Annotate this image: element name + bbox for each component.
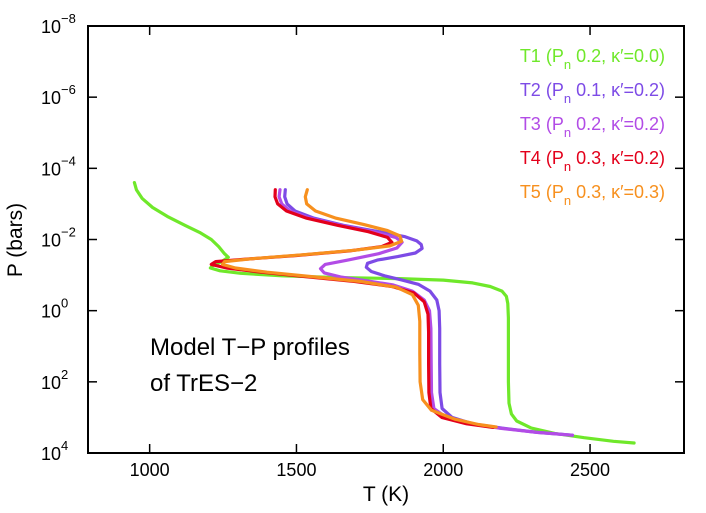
legend: T1 (Pn 0.2, κ′=0.0) T2 (Pn 0.1, κ′=0.2) T3… <box>520 46 665 208</box>
y-tick-label: 10 0 <box>41 296 68 322</box>
legend-entry-t4: T4 (Pn 0.3, κ′=0.2) <box>520 148 665 174</box>
y-tick-label-exponent: 2 <box>61 367 68 382</box>
x-tick-labels: 1000 1500 2000 2500 <box>130 460 610 480</box>
x-axis-label: T (K) <box>363 483 409 506</box>
y-tick-label-exponent: 0 <box>61 296 68 311</box>
y-axis-label: P (bars) <box>4 203 27 277</box>
annotation: Model T−P profiles of TrES−2 <box>150 334 350 397</box>
y-tick-label-exponent: −4 <box>61 153 76 168</box>
y-tick-label-exponent: −8 <box>61 11 76 26</box>
plot-frame <box>87 25 685 454</box>
x-tick-label: 2500 <box>570 460 610 480</box>
legend-entry-t1: T1 (Pn 0.2, κ′=0.0) <box>520 46 665 72</box>
series-line-t1 <box>132 181 636 445</box>
y-tick-label: 10 −2 <box>41 225 76 251</box>
y-tick-label-base: 10 <box>41 159 61 179</box>
y-tick-label-exponent: 4 <box>61 438 68 453</box>
y-tick-label-base: 10 <box>41 444 61 464</box>
y-tick-label: 10 4 <box>41 438 68 464</box>
y-tick-label-base: 10 <box>41 231 61 251</box>
y-tick-label: 10 −4 <box>41 153 76 179</box>
tick-layer <box>88 25 684 454</box>
y-tick-label: 10 −6 <box>41 82 76 108</box>
series-layer <box>132 181 636 445</box>
y-tick-label-base: 10 <box>41 302 61 322</box>
x-tick-label: 1000 <box>130 460 170 480</box>
y-tick-label-exponent: −6 <box>61 82 76 97</box>
annotation-line-2: of TrES−2 <box>150 370 257 397</box>
series-line-t4 <box>209 188 495 429</box>
legend-entry-t2: T2 (Pn 0.1, κ′=0.2) <box>520 80 665 106</box>
y-tick-label-base: 10 <box>41 373 61 393</box>
x-tick-label: 2000 <box>423 460 463 480</box>
series-line-t5 <box>220 188 498 429</box>
y-tick-label-base: 10 <box>41 17 61 37</box>
legend-entry-t5: T5 (Pn 0.3, κ′=0.3) <box>520 182 665 208</box>
legend-entry-t3: T3 (Pn 0.2, κ′=0.2) <box>520 114 665 140</box>
y-tick-label: 10 2 <box>41 367 68 393</box>
y-tick-label-exponent: −2 <box>61 225 76 240</box>
y-tick-label-base: 10 <box>41 88 61 108</box>
y-tick-label: 10 −8 <box>41 11 76 37</box>
annotation-line-1: Model T−P profiles <box>150 334 350 361</box>
plot-area-group <box>87 25 685 454</box>
x-tick-label: 1500 <box>276 460 316 480</box>
